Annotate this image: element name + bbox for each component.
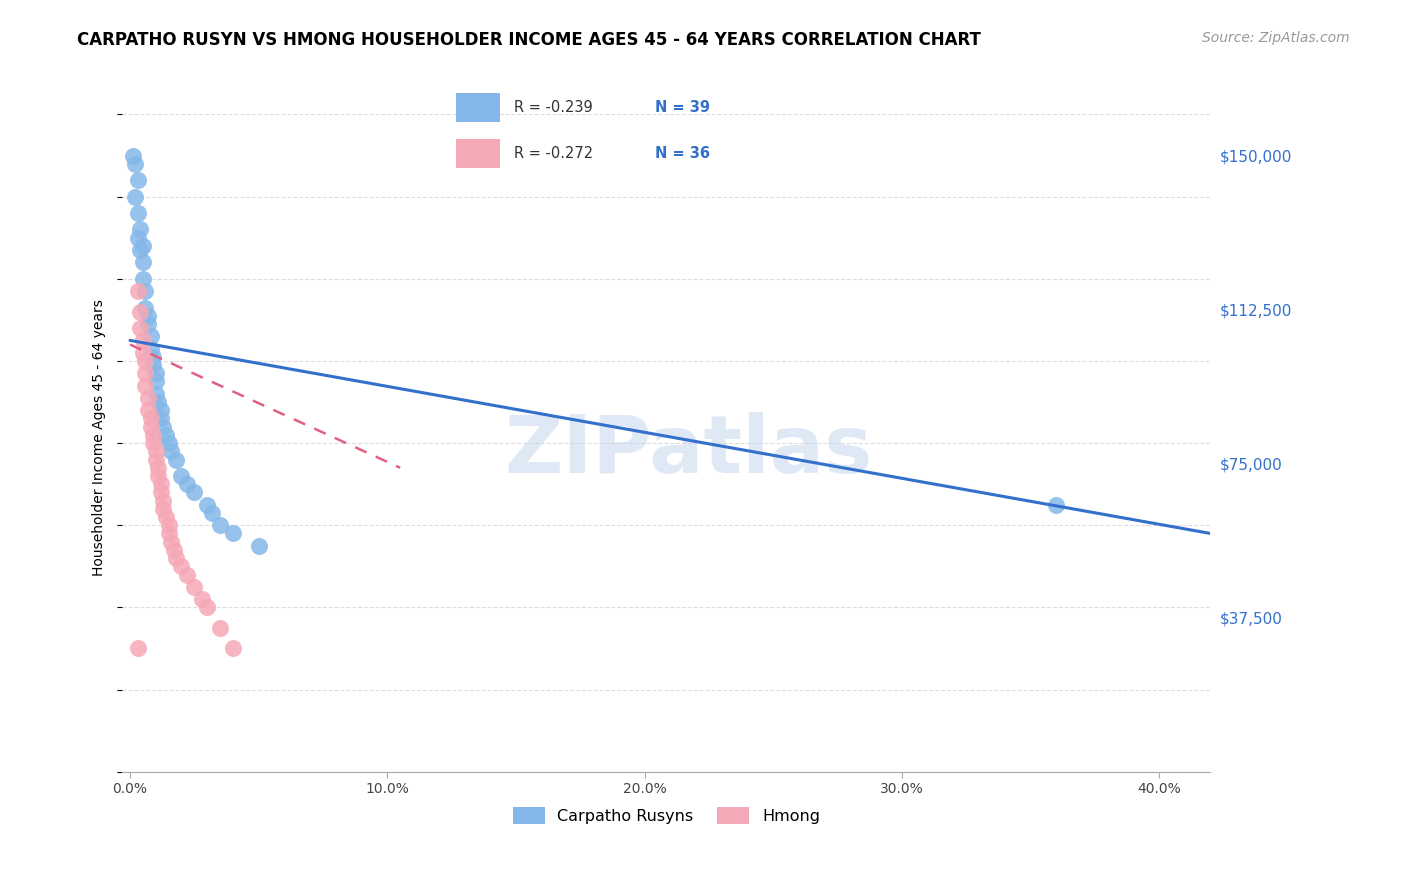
Point bbox=[134, 366, 156, 380]
Y-axis label: Householder Income Ages 45 - 64 years: Householder Income Ages 45 - 64 years bbox=[93, 300, 107, 576]
Point bbox=[155, 428, 177, 442]
Point bbox=[222, 526, 245, 541]
Point bbox=[124, 157, 146, 171]
Point bbox=[1045, 498, 1067, 512]
Point bbox=[183, 580, 205, 594]
Point bbox=[134, 354, 156, 368]
Point bbox=[132, 272, 155, 286]
Point bbox=[195, 498, 218, 512]
Point bbox=[139, 329, 162, 343]
Point bbox=[157, 436, 180, 450]
Point bbox=[139, 411, 162, 425]
Point bbox=[129, 222, 152, 236]
Point bbox=[149, 485, 172, 500]
Point bbox=[139, 342, 162, 356]
Point bbox=[127, 173, 149, 187]
Point bbox=[191, 592, 214, 607]
Point bbox=[145, 386, 167, 401]
Point bbox=[134, 378, 156, 392]
Point bbox=[148, 395, 170, 409]
Text: N = 39: N = 39 bbox=[655, 100, 710, 115]
Point bbox=[160, 534, 183, 549]
Point bbox=[163, 542, 186, 557]
Point bbox=[176, 477, 198, 491]
Point bbox=[165, 551, 187, 566]
Point bbox=[157, 518, 180, 533]
Point bbox=[201, 506, 224, 520]
Text: ZIPatlas: ZIPatlas bbox=[503, 412, 872, 491]
Point bbox=[170, 559, 193, 574]
Point bbox=[152, 501, 174, 516]
Point bbox=[142, 350, 165, 364]
Point bbox=[222, 641, 245, 656]
Text: N = 36: N = 36 bbox=[655, 146, 710, 161]
Point bbox=[142, 436, 165, 450]
Text: R = -0.239: R = -0.239 bbox=[513, 100, 592, 115]
Point bbox=[183, 485, 205, 500]
Point bbox=[148, 460, 170, 475]
Text: Source: ZipAtlas.com: Source: ZipAtlas.com bbox=[1202, 31, 1350, 45]
Point bbox=[127, 206, 149, 220]
Point bbox=[139, 419, 162, 434]
Point bbox=[132, 334, 155, 348]
Point bbox=[132, 345, 155, 359]
Point bbox=[132, 255, 155, 269]
Point bbox=[247, 539, 270, 553]
Text: CARPATHO RUSYN VS HMONG HOUSEHOLDER INCOME AGES 45 - 64 YEARS CORRELATION CHART: CARPATHO RUSYN VS HMONG HOUSEHOLDER INCO… bbox=[77, 31, 981, 49]
Point bbox=[121, 148, 143, 162]
Point bbox=[142, 428, 165, 442]
Point bbox=[170, 469, 193, 483]
Point bbox=[149, 477, 172, 491]
Bar bbox=[457, 139, 501, 168]
Point bbox=[129, 321, 152, 335]
Point bbox=[134, 284, 156, 298]
Point bbox=[134, 301, 156, 315]
Point bbox=[209, 518, 232, 533]
Point bbox=[209, 621, 232, 635]
Point bbox=[145, 366, 167, 380]
Point bbox=[165, 452, 187, 467]
Point bbox=[132, 239, 155, 253]
Point bbox=[136, 317, 159, 331]
Point bbox=[145, 375, 167, 389]
Point bbox=[148, 469, 170, 483]
Point bbox=[136, 403, 159, 417]
Point bbox=[136, 309, 159, 323]
Point bbox=[124, 189, 146, 203]
Point bbox=[129, 243, 152, 257]
Legend: Carpatho Rusyns, Hmong: Carpatho Rusyns, Hmong bbox=[506, 800, 827, 830]
Point bbox=[160, 444, 183, 458]
Point bbox=[152, 419, 174, 434]
Point bbox=[149, 411, 172, 425]
Point bbox=[145, 452, 167, 467]
Point bbox=[127, 284, 149, 298]
Point bbox=[149, 403, 172, 417]
Point bbox=[157, 526, 180, 541]
Bar bbox=[457, 94, 501, 122]
Point bbox=[195, 600, 218, 615]
Point bbox=[136, 391, 159, 405]
Point bbox=[155, 510, 177, 524]
Point bbox=[129, 304, 152, 318]
Point bbox=[127, 230, 149, 244]
Point bbox=[152, 493, 174, 508]
Point bbox=[145, 444, 167, 458]
Point bbox=[142, 358, 165, 372]
Point bbox=[127, 641, 149, 656]
Text: R = -0.272: R = -0.272 bbox=[513, 146, 593, 161]
Point bbox=[176, 567, 198, 582]
